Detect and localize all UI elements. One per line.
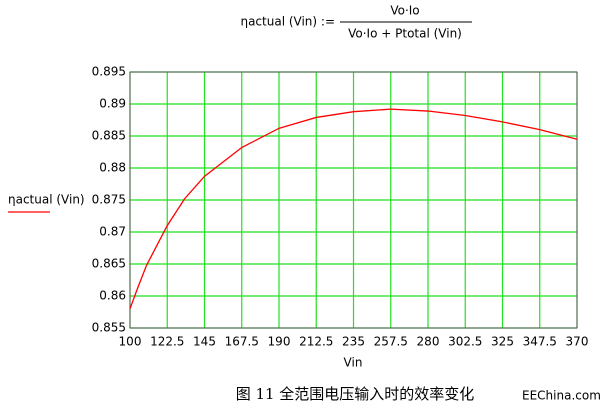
x-tick-label: 190 — [268, 335, 291, 349]
plot-frame — [129, 71, 578, 329]
x-tick-label: 302.5 — [448, 335, 482, 349]
formula-denominator: Vo·Io + Ptotal (Vin) — [348, 27, 462, 41]
watermark: EEChina.com — [522, 389, 600, 403]
x-tick-label: 257.5 — [374, 335, 408, 349]
y-tick-label: 0.86 — [99, 289, 126, 303]
x-axis-label: Vin — [344, 356, 363, 370]
x-tick-label: 212.5 — [299, 335, 333, 349]
x-tick-label: 235 — [342, 335, 365, 349]
y-tick-label: 0.865 — [92, 257, 126, 271]
x-tick-label: 280 — [417, 335, 440, 349]
x-tick-label: 145 — [193, 335, 216, 349]
formula-lhs: ηactual (Vin) := — [240, 15, 335, 29]
x-tick-label: 167.5 — [225, 335, 259, 349]
x-tick-label: 122.5 — [150, 335, 184, 349]
x-tick-label: 370 — [566, 335, 589, 349]
data-line — [129, 108, 578, 310]
y-tick-label: 0.89 — [99, 97, 126, 111]
y-tick-label: 0.885 — [92, 129, 126, 143]
y-axis-label: ηactual (Vin) — [8, 193, 85, 207]
x-tick-label: 100 — [119, 335, 142, 349]
y-tick-label: 0.87 — [99, 225, 126, 239]
y-tick-label: 0.855 — [92, 321, 126, 335]
x-tick-label: 347.5 — [523, 335, 557, 349]
x-tick-label: 325 — [491, 335, 514, 349]
y-tick-label: 0.875 — [92, 193, 126, 207]
y-tick-label: 0.895 — [92, 65, 126, 79]
formula-numerator: Vo·Io — [390, 4, 419, 18]
caption: 图 11 全范围电压输入时的效率变化 — [236, 385, 475, 403]
y-tick-label: 0.88 — [99, 161, 126, 175]
